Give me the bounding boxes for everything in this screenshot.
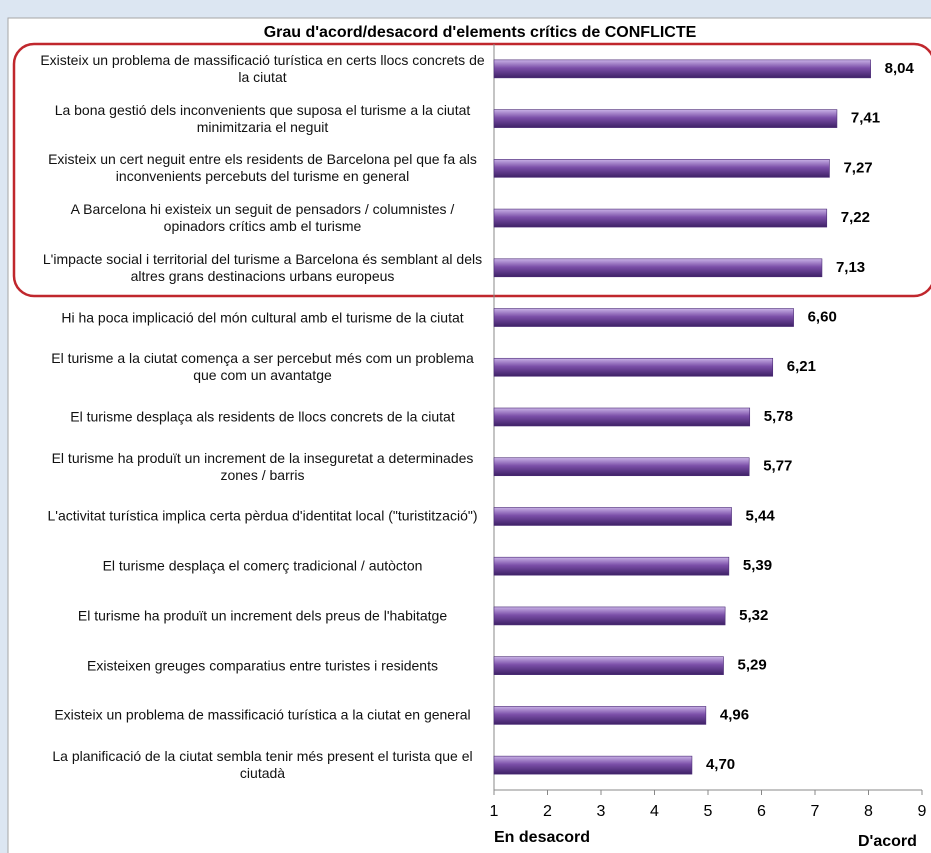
x-tick-label: 4	[650, 803, 659, 820]
x-axis-label: En desacord	[494, 829, 590, 846]
plot-area	[7, 17, 931, 853]
category-label: A Barcelona hi existeix un seguit de pen…	[70, 201, 455, 235]
value-label: 6,21	[787, 358, 816, 375]
bar	[493, 755, 693, 775]
bar	[493, 556, 730, 576]
bar	[493, 208, 828, 228]
category-label: L'impacte social i territorial del turis…	[42, 250, 483, 284]
x-tick-label: 9	[918, 803, 927, 820]
category-label: L'activitat turística implica certa pèrd…	[47, 507, 478, 524]
category-label: Existeix un cert neguit entre els reside…	[48, 151, 477, 185]
value-label: 5,29	[738, 657, 767, 674]
x-tick-label: 3	[597, 803, 606, 820]
bar	[493, 258, 823, 278]
category-label: Existeixen greuges comparatius entre tur…	[87, 657, 438, 674]
bar	[493, 706, 707, 725]
category-label: El turisme desplaça el comerç tradiciona…	[102, 557, 423, 574]
category-label: El turisme a la ciutat comença a ser per…	[51, 350, 474, 384]
x-tick-label: 7	[811, 803, 820, 820]
category-label: El turisme desplaça als residents de llo…	[70, 408, 455, 425]
value-label: 5,39	[743, 557, 772, 574]
bar	[493, 308, 794, 327]
bar	[493, 606, 726, 626]
category-label: El turisme ha produït un increment de la…	[51, 449, 474, 483]
bar	[493, 357, 774, 377]
value-label: 5,78	[764, 408, 793, 425]
category-label: Hi ha poca implicació del món cultural a…	[61, 309, 464, 326]
chart-title: Grau d'acord/desacord d'elements crítics…	[264, 24, 697, 41]
value-label: 4,96	[720, 706, 749, 723]
value-label: 5,77	[763, 458, 792, 475]
category-label: La bona gestió dels inconvenients que su…	[54, 101, 471, 135]
highlight-box	[12, 42, 931, 298]
x-tick-label: 2	[543, 803, 552, 820]
x-tick-label: 5	[704, 803, 713, 820]
value-label: 7,27	[843, 159, 872, 176]
value-label: 6,60	[808, 309, 837, 326]
x-tick-label: 1	[490, 803, 499, 820]
bar	[493, 656, 724, 675]
category-label: El turisme ha produït un increment dels …	[77, 607, 448, 624]
bar	[493, 457, 750, 477]
bar	[493, 59, 871, 79]
value-label: 8,04	[885, 60, 915, 77]
value-label: 5,44	[746, 507, 776, 524]
category-label: La planificació de la ciutat sembla teni…	[52, 748, 473, 782]
value-label: 7,22	[841, 209, 870, 226]
value-label: 5,32	[739, 607, 768, 624]
value-label: 7,13	[836, 259, 865, 276]
bar	[493, 109, 838, 128]
category-label: Existeix un problema de massificació tur…	[40, 51, 485, 85]
bar	[493, 159, 830, 178]
x-tick-label: 8	[864, 803, 873, 820]
value-label: 4,70	[706, 756, 735, 773]
bar	[493, 407, 751, 427]
value-label: 7,41	[851, 110, 880, 127]
bar	[493, 507, 732, 526]
category-label: Existeix un problema de massificació tur…	[54, 706, 471, 723]
x-tick-label: 6	[757, 803, 766, 820]
x-axis-label: D'acord	[858, 833, 917, 850]
